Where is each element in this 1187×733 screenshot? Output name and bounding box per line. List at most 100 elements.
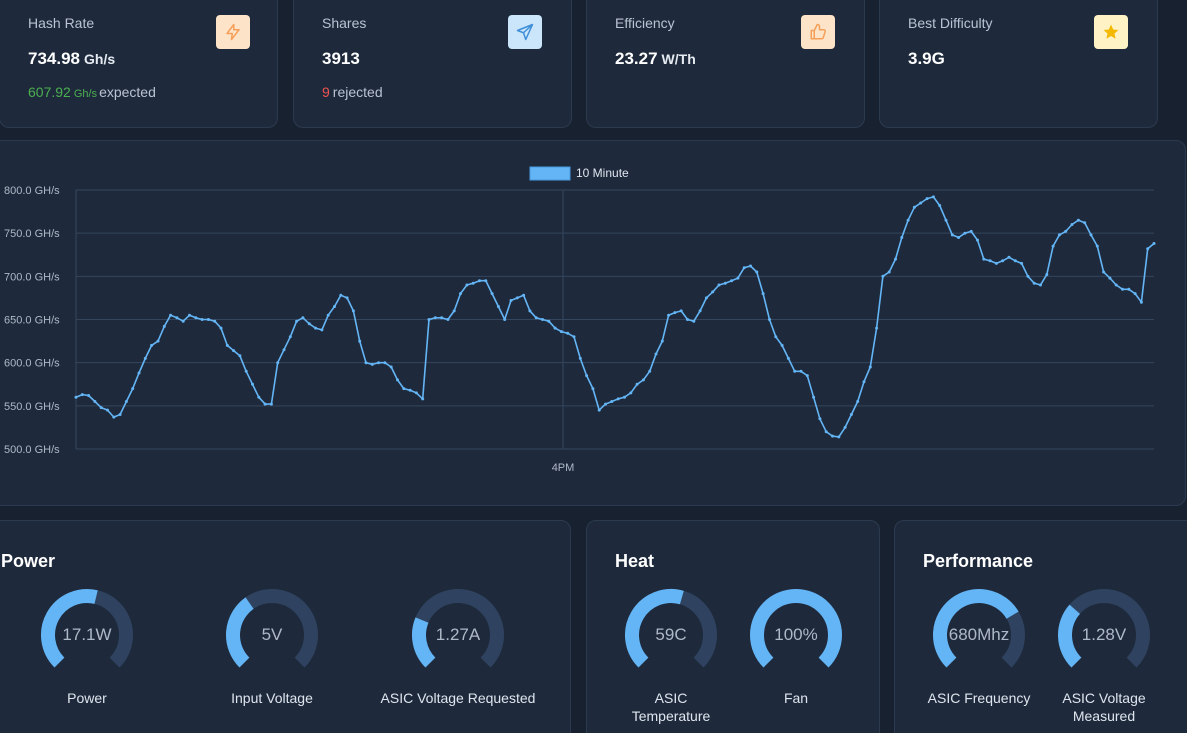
data-point — [244, 369, 248, 373]
data-point — [1133, 292, 1137, 296]
thumbs-up-icon — [801, 15, 835, 49]
data-point — [402, 387, 406, 391]
data-point — [805, 374, 809, 378]
data-point — [692, 319, 696, 323]
data-point — [465, 283, 469, 287]
x-tick-label: 4PM — [552, 462, 575, 474]
data-point — [307, 322, 311, 326]
data-point — [742, 266, 746, 270]
data-point — [780, 343, 784, 347]
data-point — [232, 349, 236, 353]
legend-label: 10 Minute — [576, 166, 629, 180]
data-point — [515, 296, 519, 300]
data-point — [478, 279, 481, 283]
power-gauge-1: 5V — [222, 585, 322, 685]
power-gauge-2: 1.27A — [408, 585, 508, 685]
lightning-icon — [216, 15, 250, 49]
heat-panel: Heat 59C ASIC Temperature 100% Fan — [586, 520, 880, 733]
data-point — [704, 296, 708, 300]
data-point — [629, 391, 633, 395]
hash-rate-label: Hash Rate — [28, 15, 95, 31]
gauge-fill — [226, 597, 254, 668]
data-point — [93, 400, 97, 403]
hash-rate-card: Hash Rate 734.98 Gh/s 607.92 Gh/s expected — [0, 0, 278, 128]
data-point — [1057, 233, 1061, 237]
data-point — [1114, 283, 1118, 287]
data-point — [572, 335, 576, 339]
data-point — [534, 316, 538, 320]
star-icon — [1094, 15, 1128, 49]
data-point — [698, 309, 702, 313]
data-point — [818, 417, 822, 421]
series-line — [75, 196, 1155, 438]
data-point — [251, 382, 254, 386]
data-point — [496, 305, 500, 308]
data-point — [969, 229, 973, 233]
y-tick-label: 500.0 GH/s — [4, 444, 60, 456]
data-point — [919, 201, 923, 205]
legend-swatch — [529, 166, 571, 181]
data-point — [837, 435, 841, 439]
data-point — [1089, 233, 1093, 237]
data-point — [219, 326, 223, 330]
data-point — [383, 361, 387, 365]
gauge-fill — [625, 589, 684, 668]
data-point — [950, 233, 954, 237]
data-point — [446, 318, 450, 321]
data-point — [503, 318, 507, 321]
gauge-ring — [933, 589, 1025, 668]
shares-label: Shares — [322, 15, 367, 31]
data-point — [282, 348, 286, 352]
data-point — [566, 331, 570, 335]
data-point — [421, 397, 425, 401]
data-point — [1064, 229, 1068, 233]
data-point — [547, 319, 551, 323]
data-point — [345, 296, 349, 300]
data-point — [295, 319, 299, 323]
data-point — [1020, 261, 1024, 265]
data-point — [414, 391, 418, 395]
data-point — [938, 204, 942, 207]
data-point — [774, 335, 778, 339]
data-point — [370, 362, 374, 366]
data-point — [124, 400, 128, 403]
gauge-fill — [412, 617, 436, 668]
data-point — [1102, 270, 1106, 274]
data-point — [1127, 287, 1131, 291]
data-point — [301, 316, 305, 320]
data-point — [616, 397, 620, 401]
data-point — [440, 316, 444, 320]
data-point — [112, 415, 116, 419]
power-gauge-0: 17.1W — [37, 585, 137, 685]
gauge-ring — [41, 589, 133, 668]
best-difficulty-label: Best Difficulty — [908, 15, 993, 31]
data-point — [944, 218, 948, 222]
data-point — [188, 313, 191, 317]
data-point — [723, 281, 727, 285]
data-point — [849, 413, 853, 416]
performance-panel: Performance 680Mhz ASIC Frequency 1.28V ASI… — [894, 520, 1187, 733]
data-point — [1146, 247, 1150, 251]
data-point — [831, 434, 834, 438]
data-point — [591, 387, 595, 391]
data-point — [982, 257, 986, 261]
data-point — [389, 365, 393, 369]
efficiency-card: Efficiency 23.27 W/Th — [586, 0, 865, 128]
data-point — [648, 369, 652, 373]
data-point — [711, 290, 715, 294]
y-tick-label: 700.0 GH/s — [4, 271, 60, 283]
best-difficulty-card: Best Difficulty 3.9G — [879, 0, 1158, 128]
data-point — [1076, 218, 1080, 222]
data-point — [522, 293, 526, 297]
data-point — [118, 413, 122, 416]
hash-rate-expected: 607.92 Gh/s expected — [28, 84, 156, 100]
y-tick-label: 550.0 GH/s — [4, 401, 60, 413]
data-point — [351, 309, 355, 313]
data-point — [181, 319, 185, 323]
performance-title: Performance — [923, 551, 1034, 571]
gauge-ring — [412, 589, 504, 668]
gauge-value: 1.27A — [435, 625, 481, 644]
shares-value: 3913 — [322, 49, 360, 68]
data-point — [610, 400, 614, 403]
data-point — [339, 293, 343, 297]
